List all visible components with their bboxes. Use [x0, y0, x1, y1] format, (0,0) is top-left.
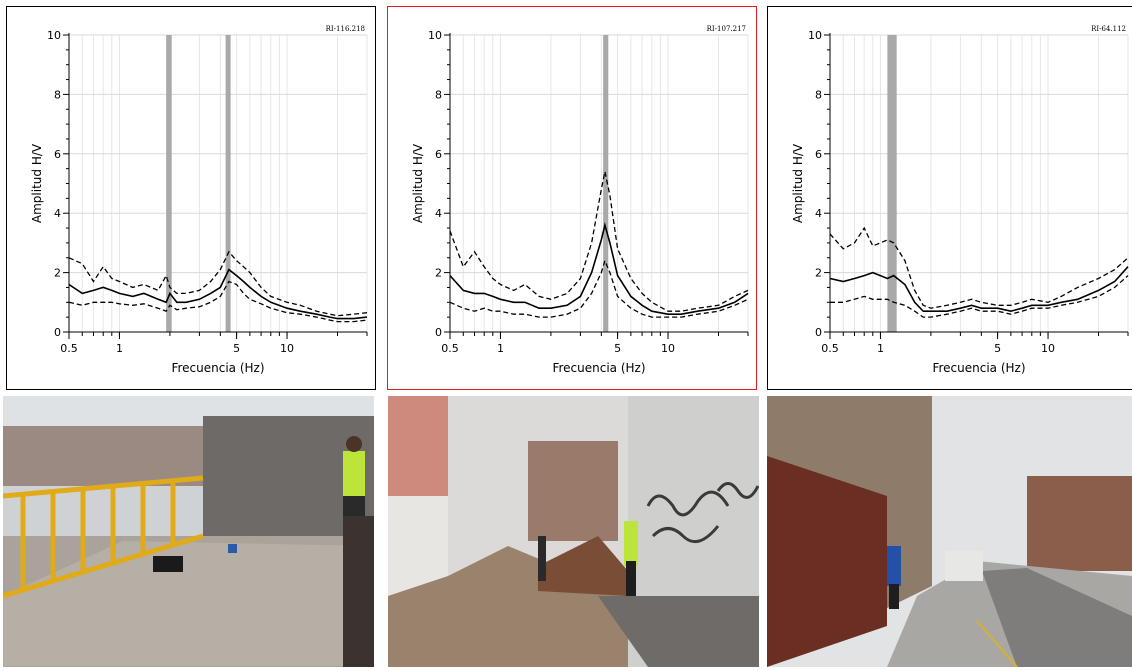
x-tick-label: 10: [1041, 342, 1055, 355]
station-code: RI-64.112: [1091, 25, 1126, 33]
std-dev-curve: [68, 280, 368, 323]
y-tick-label: 2: [435, 267, 442, 280]
site-photo-1-image: [3, 396, 374, 667]
site-photo-1: [3, 396, 374, 667]
x-tick-label: 5: [994, 342, 1001, 355]
y-tick-label: 6: [435, 148, 442, 161]
grid: [450, 34, 749, 333]
hv-chart-2: 0 2 4 6 8 10 0.5 1 5 10 Frecuencia (Hz) Amplitud H/…: [411, 25, 749, 375]
x-tick-label: 10: [661, 342, 675, 355]
y-tick-label: 10: [428, 29, 442, 42]
std-dev-curve: [449, 258, 749, 318]
y-tick-label: 6: [54, 148, 61, 161]
std-dev-curve: [830, 275, 1129, 318]
frequency-band: [166, 35, 172, 332]
x-axis-label: Frecuencia (Hz): [171, 361, 264, 375]
x-tick-label: 0.5: [441, 342, 459, 355]
y-tick-label: 2: [54, 267, 61, 280]
y-tick-label: 10: [47, 29, 61, 42]
hv-chart-3: 0 2 4 6 8 10 0.5 1 5 10 Frecuencia (Hz) Amplitud H/…: [791, 25, 1129, 375]
y-axis-label: Amplitud H/V: [791, 143, 805, 223]
x-tick-label: 5: [614, 342, 621, 355]
mean-hv-curve: [829, 266, 1129, 313]
hv-chart-1: 0 2 4 6 8 10 0.5 1 5 10 Frecuencia (Hz) Amplitud H/…: [30, 25, 368, 375]
y-axis-label: Amplitud H/V: [411, 143, 425, 223]
x-tick-label: 1: [497, 342, 504, 355]
y-axis-label: Amplitud H/V: [30, 143, 44, 223]
mean-hv-curve: [449, 221, 749, 316]
grid: [830, 34, 1129, 333]
y-tick-label: 2: [815, 267, 822, 280]
x-tick-label: 5: [233, 342, 240, 355]
site-photo-2: [388, 396, 759, 667]
site-photo-3-image: [767, 396, 1132, 667]
station-code: RI-116.218: [326, 25, 365, 33]
site-photo-2-image: [388, 396, 759, 667]
chart-panel-3: 0 2 4 6 8 10 0.5 1 5 10 Frecuencia (Hz) Amplitud H/…: [767, 6, 1132, 390]
y-tick-label: 4: [54, 207, 61, 220]
x-tick-label: 0.5: [60, 342, 78, 355]
x-axis-label: Frecuencia (Hz): [932, 361, 1025, 375]
x-tick-label: 1: [877, 342, 884, 355]
std-dev-curve: [68, 250, 368, 317]
y-tick-label: 0: [435, 326, 442, 339]
std-dev-curve: [829, 226, 1129, 309]
y-tick-label: 10: [808, 29, 822, 42]
station-code: RI-107.217: [707, 25, 746, 33]
y-tick-label: 8: [54, 88, 61, 101]
site-photo-3: [767, 396, 1132, 667]
x-tick-label: 0.5: [821, 342, 839, 355]
y-tick-label: 0: [54, 326, 61, 339]
mean-hv-curve: [68, 268, 368, 320]
x-axis-label: Frecuencia (Hz): [552, 361, 645, 375]
y-tick-label: 6: [815, 148, 822, 161]
std-dev-curve: [449, 171, 749, 312]
y-tick-label: 4: [815, 207, 822, 220]
chart-panel-2: 0 2 4 6 8 10 0.5 1 5 10 Frecuencia (Hz) Amplitud H/…: [387, 6, 757, 390]
frequency-band: [225, 35, 231, 332]
x-tick-label: 10: [280, 342, 294, 355]
frequency-band: [603, 35, 609, 332]
y-tick-label: 8: [435, 88, 442, 101]
y-tick-label: 4: [435, 207, 442, 220]
frequency-band: [887, 35, 897, 332]
y-tick-label: 8: [815, 88, 822, 101]
x-tick-label: 1: [116, 342, 123, 355]
grid: [69, 34, 368, 333]
y-tick-label: 0: [815, 326, 822, 339]
chart-panel-1: 0 2 4 6 8 10 0.5 1 5 10 Frecuencia (Hz) Amplitud H/…: [6, 6, 376, 390]
